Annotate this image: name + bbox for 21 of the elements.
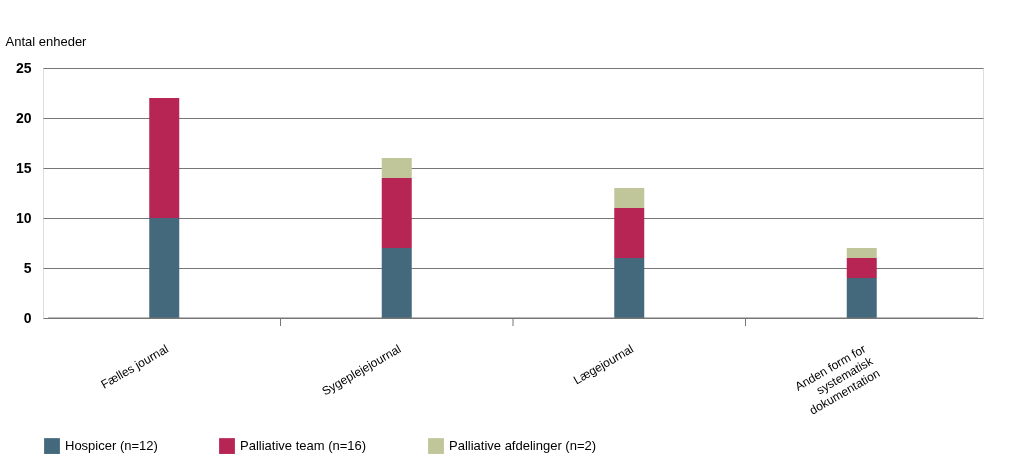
y-tick-label: 0 (23, 309, 32, 326)
y-axis-title: Antal enheder (5, 33, 88, 49)
bar (614, 208, 645, 258)
legend-label: Hospicer (n=12) (65, 438, 158, 454)
bar (846, 248, 877, 258)
y-tick-label: 25 (15, 59, 32, 76)
bar (149, 98, 180, 218)
bar (381, 178, 412, 248)
bar (846, 278, 877, 318)
bar (381, 158, 412, 178)
bar (149, 218, 180, 318)
bar (846, 258, 877, 278)
y-tick-label: 10 (15, 209, 32, 226)
bar (381, 248, 412, 318)
y-tick-label: 15 (15, 159, 32, 176)
y-tick-label: 20 (15, 109, 32, 126)
legend-label: Palliative afdelinger (n=2) (449, 438, 597, 454)
bar (614, 258, 645, 318)
y-tick-label: 5 (23, 259, 32, 276)
bar (614, 188, 645, 208)
legend-label: Palliative team (n=16) (240, 438, 367, 454)
